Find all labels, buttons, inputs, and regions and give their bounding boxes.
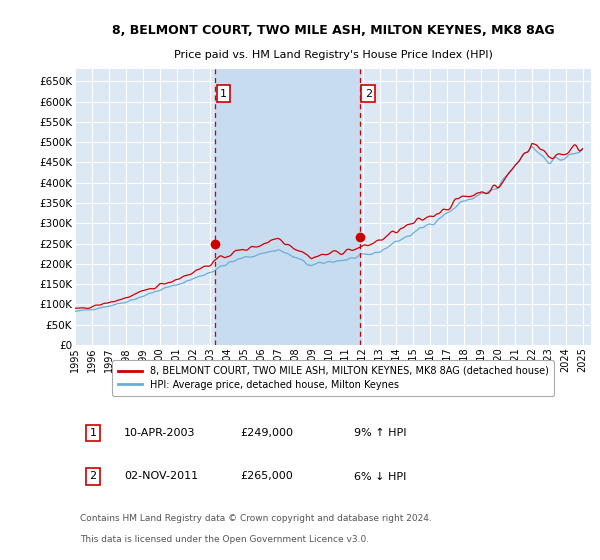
Text: 1: 1	[89, 428, 97, 438]
Text: £249,000: £249,000	[240, 428, 293, 438]
Text: 2: 2	[89, 472, 97, 482]
Text: 8, BELMONT COURT, TWO MILE ASH, MILTON KEYNES, MK8 8AG: 8, BELMONT COURT, TWO MILE ASH, MILTON K…	[112, 24, 554, 36]
Text: £265,000: £265,000	[240, 472, 293, 482]
Legend: 8, BELMONT COURT, TWO MILE ASH, MILTON KEYNES, MK8 8AG (detached house), HPI: Av: 8, BELMONT COURT, TWO MILE ASH, MILTON K…	[112, 360, 554, 396]
Text: 10-APR-2003: 10-APR-2003	[124, 428, 196, 438]
Text: This data is licensed under the Open Government Licence v3.0.: This data is licensed under the Open Gov…	[80, 535, 369, 544]
Text: 02-NOV-2011: 02-NOV-2011	[124, 472, 198, 482]
Bar	[215, 69, 360, 345]
Text: Contains HM Land Registry data © Crown copyright and database right 2024.: Contains HM Land Registry data © Crown c…	[80, 514, 432, 523]
Text: 2: 2	[365, 88, 372, 99]
Text: 9% ↑ HPI: 9% ↑ HPI	[353, 428, 406, 438]
Text: Price paid vs. HM Land Registry's House Price Index (HPI): Price paid vs. HM Land Registry's House …	[173, 50, 493, 60]
Text: 6% ↓ HPI: 6% ↓ HPI	[353, 472, 406, 482]
Text: 1: 1	[220, 88, 227, 99]
